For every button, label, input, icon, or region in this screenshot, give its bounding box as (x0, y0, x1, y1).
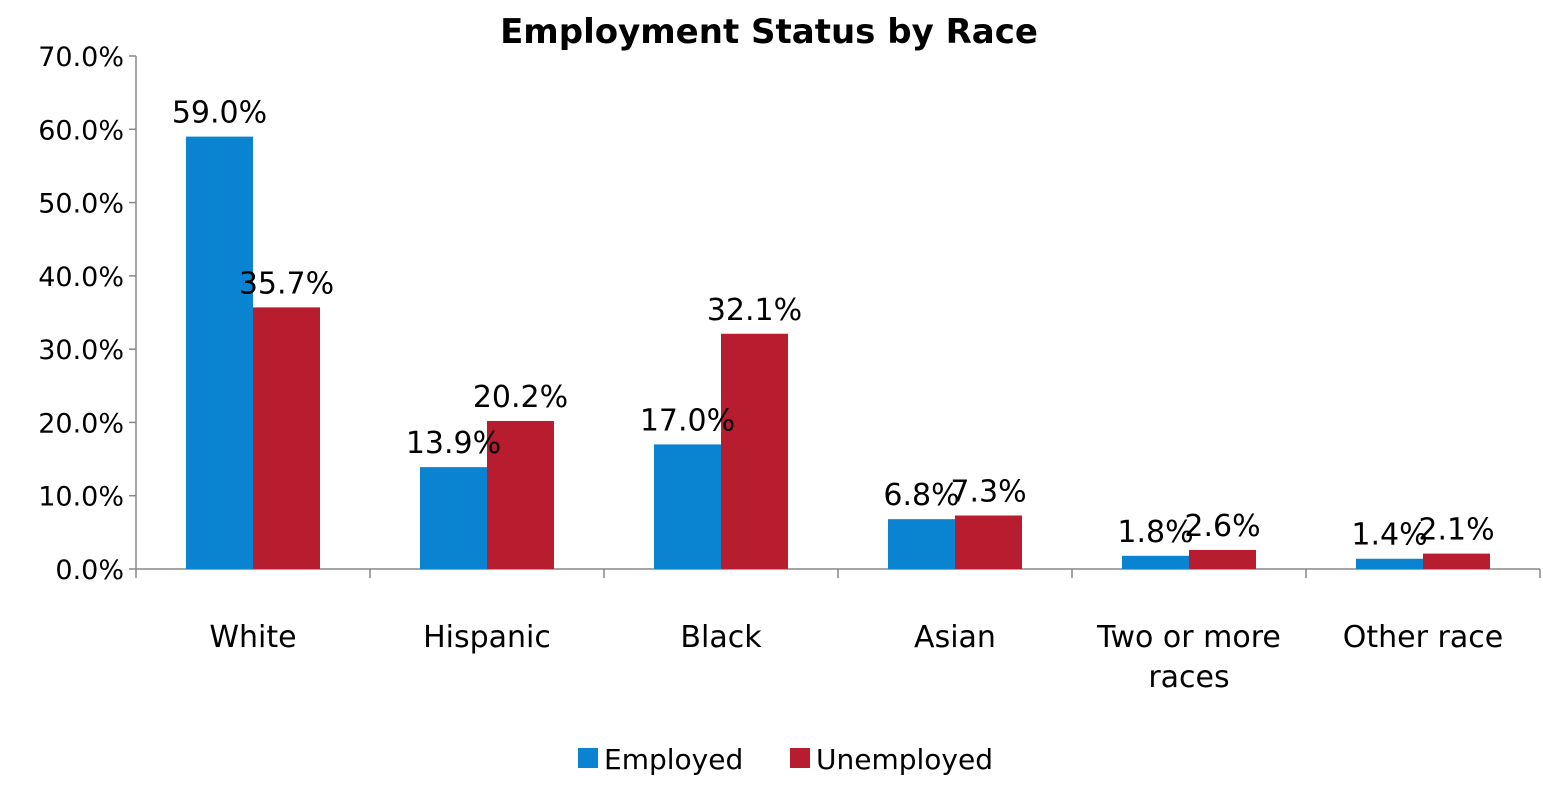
bar-unemployed-3 (955, 515, 1022, 569)
y-axis: 0.0% 10.0% 20.0% 30.0% 40.0% 50.0% 60.0% 70.0% (38, 42, 137, 586)
x-axis: White Hispanic Black Asian Two or more races O… (135, 568, 1541, 695)
data-labels: 59.0% 13.9% 17.0% 6.8% 1.8% 1.4% 35.7% 20.2% 32.… (172, 96, 1495, 553)
bar-unemployed-0 (253, 307, 320, 569)
bar-unemployed-4 (1189, 549, 1256, 569)
bar-unemployed-1 (487, 420, 554, 569)
bar-employed-1 (420, 467, 487, 569)
y-tick-label: 50.0% (38, 189, 124, 220)
legend-label-unemployed: Unemployed (816, 743, 993, 776)
legend-swatch-unemployed (790, 748, 810, 768)
data-label-employed-5: 1.4% (1351, 518, 1427, 553)
data-label-unemployed-1: 20.2% (473, 380, 568, 415)
legend: Employed Unemployed (578, 743, 993, 776)
chart-title: Employment Status by Race (500, 12, 1038, 52)
bar-unemployed-2 (721, 333, 788, 569)
y-tick-label: 30.0% (38, 335, 124, 366)
data-label-unemployed-3: 7.3% (950, 475, 1026, 510)
data-label-employed-2: 17.0% (640, 403, 735, 438)
y-tick-label: 10.0% (38, 482, 124, 513)
x-tick-label: Two or more races (1096, 620, 1281, 695)
legend-swatch-employed (578, 748, 598, 768)
bar-employed-4 (1122, 555, 1189, 569)
data-label-employed-4: 1.8% (1117, 515, 1193, 550)
y-tick-label: 40.0% (38, 262, 124, 293)
data-label-employed-3: 6.8% (883, 478, 959, 513)
bar-employed-2 (654, 444, 721, 569)
x-tick-label: Asian (914, 620, 996, 655)
data-label-unemployed-5: 2.1% (1418, 513, 1494, 548)
bar-employed-0 (186, 136, 253, 569)
y-tick-label: 20.0% (38, 408, 124, 439)
x-tick-label: White (209, 620, 296, 655)
data-label-unemployed-4: 2.6% (1184, 509, 1260, 544)
y-tick-label: 70.0% (38, 42, 124, 73)
data-label-unemployed-0: 35.7% (239, 266, 334, 301)
legend-label-employed: Employed (604, 743, 743, 776)
bars (186, 136, 1490, 569)
bar-employed-3 (888, 519, 955, 569)
data-label-employed-1: 13.9% (406, 426, 501, 461)
data-label-employed-0: 59.0% (172, 96, 267, 131)
x-tick-label: Black (680, 620, 762, 655)
bar-employed-5 (1356, 558, 1423, 569)
x-tick-label: Other race (1343, 620, 1503, 655)
bar-unemployed-5 (1423, 553, 1490, 569)
x-tick-label: Hispanic (423, 620, 551, 655)
data-label-unemployed-2: 32.1% (707, 293, 802, 328)
y-tick-label: 60.0% (38, 115, 124, 146)
y-tick-label: 0.0% (55, 555, 124, 586)
